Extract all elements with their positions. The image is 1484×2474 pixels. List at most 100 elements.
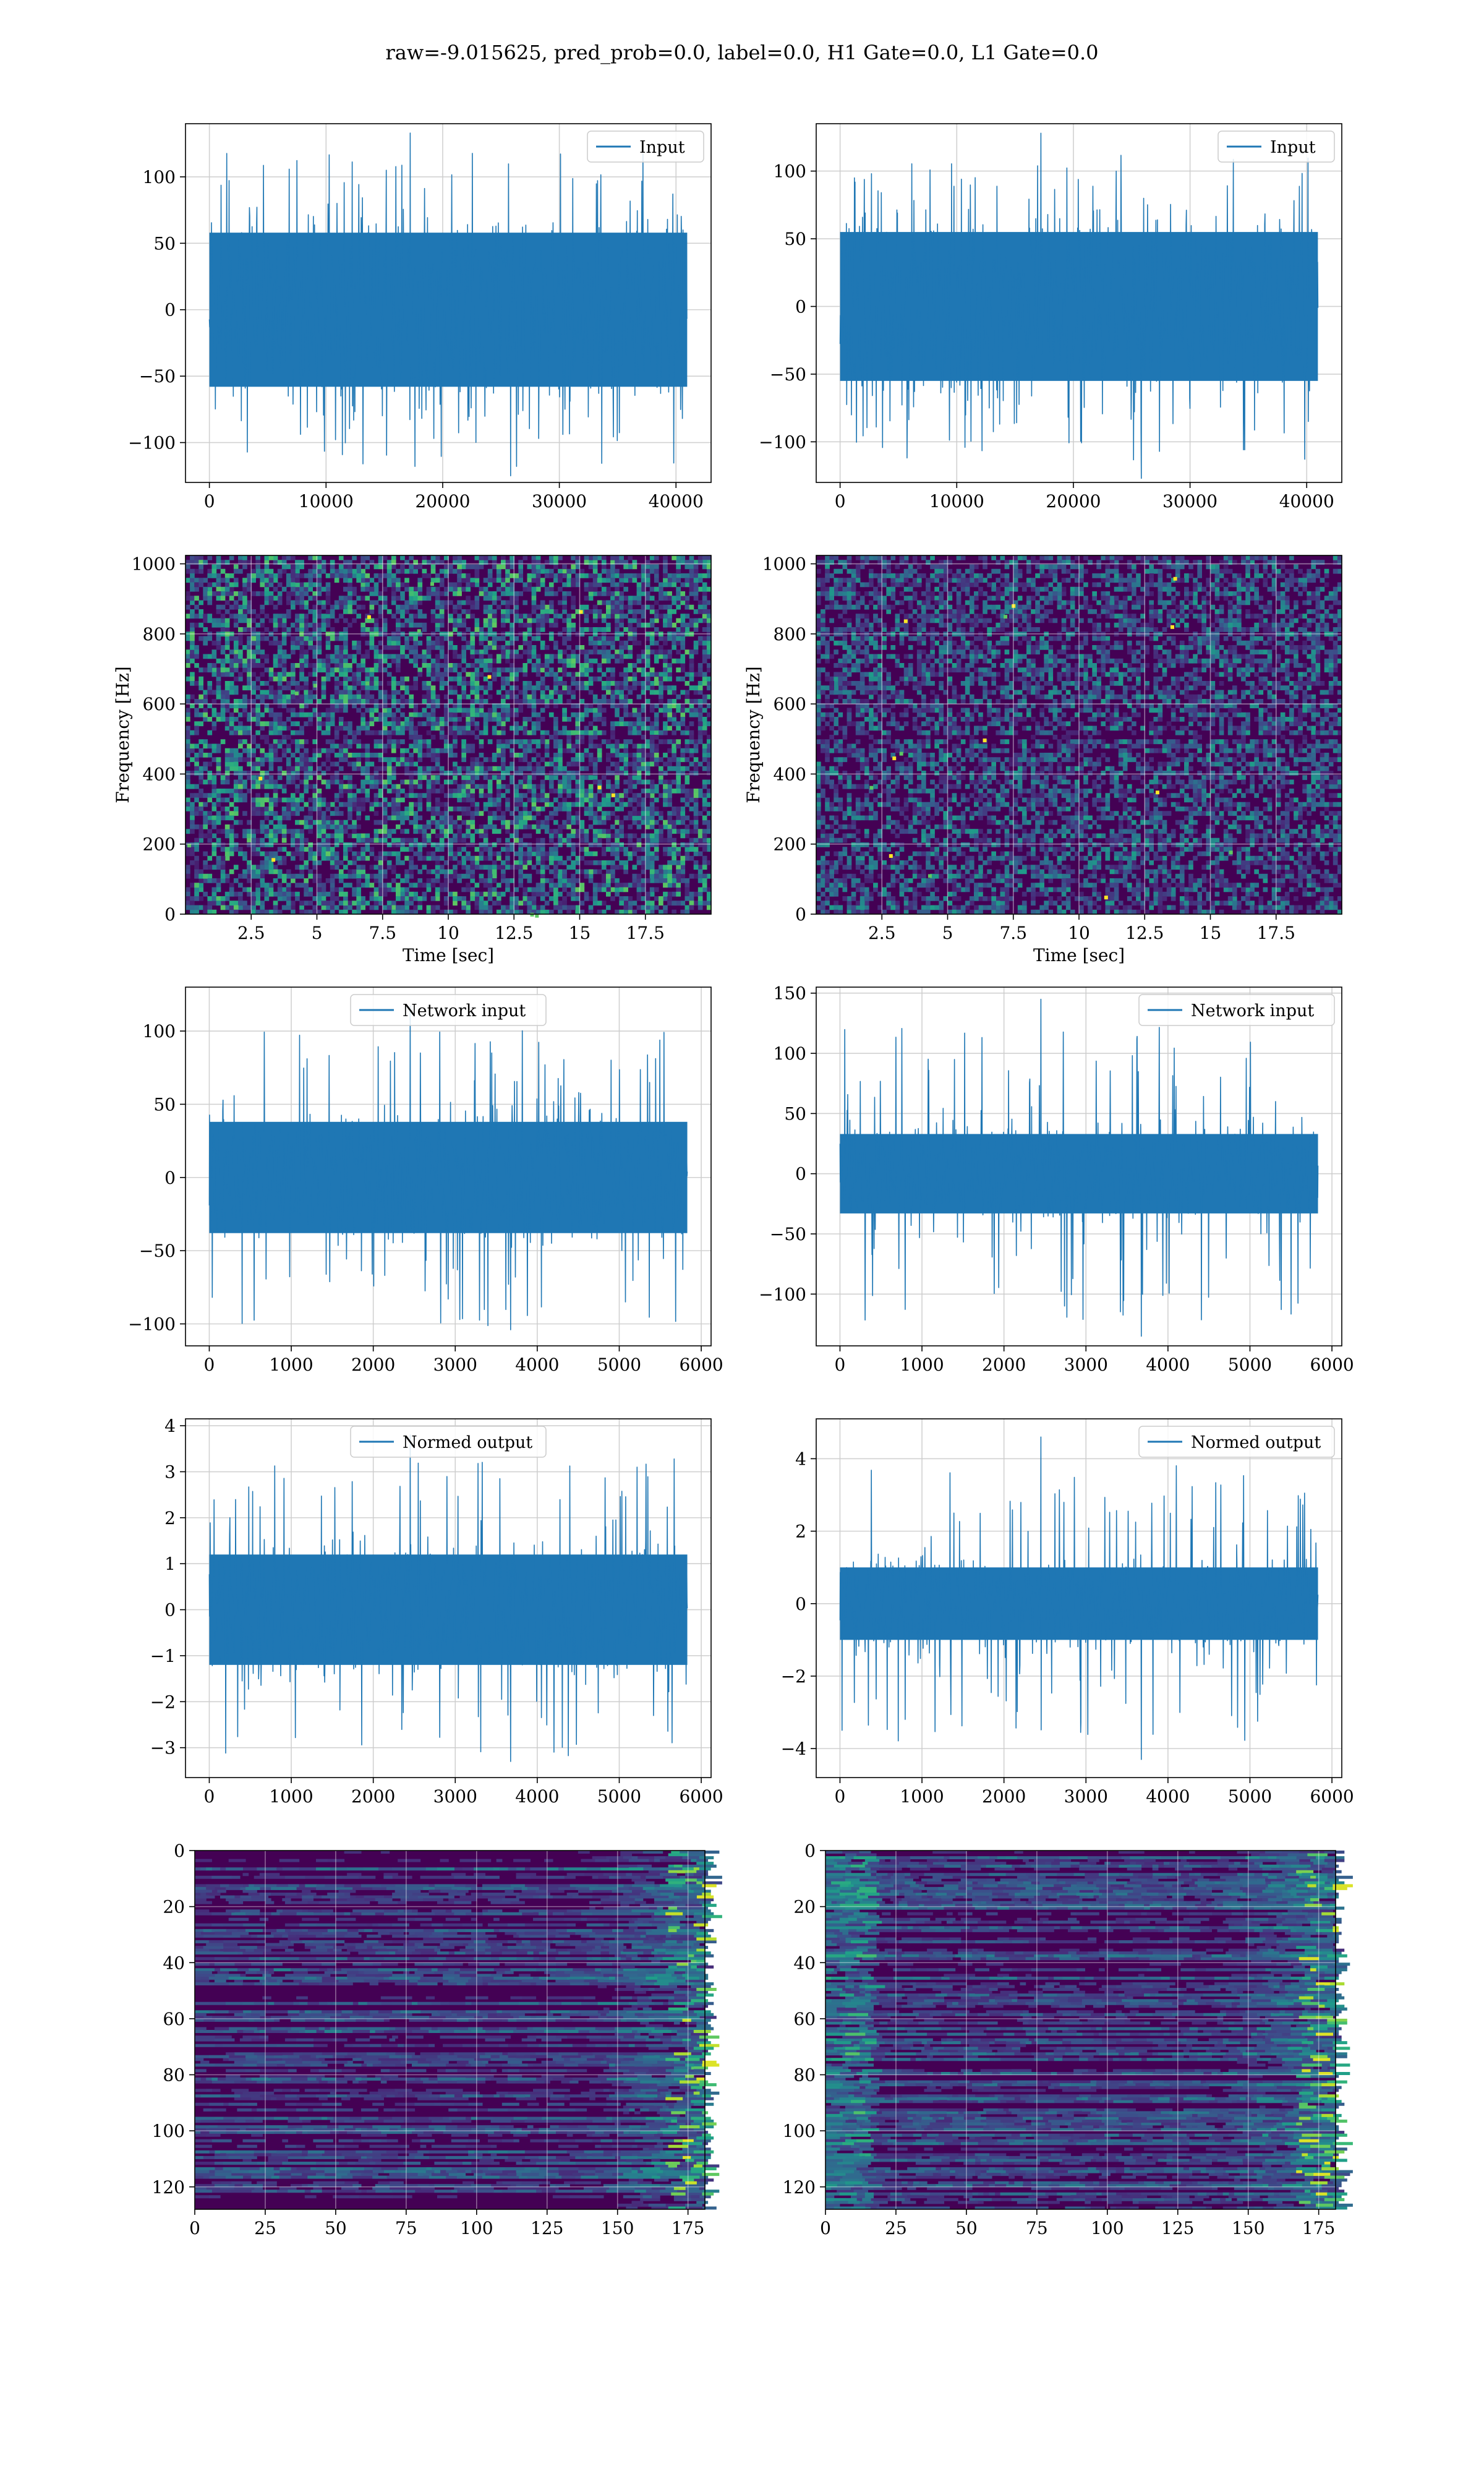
heatmap-cells [654, 1974, 672, 1977]
heatmap-cells [696, 1881, 702, 1885]
heatmap-cells [654, 1948, 677, 1955]
y-tick-label: −100 [759, 432, 806, 452]
heatmap-cells [1310, 2055, 1328, 2058]
x-axis-label: Time [sec] [1033, 945, 1125, 965]
heatmap-cells [1310, 2144, 1331, 2148]
y-tick-label: 1000 [132, 554, 176, 575]
heatmap-cells [1333, 1884, 1353, 1888]
heatmap-cells [404, 578, 409, 583]
heatmap-cells [1321, 2113, 1333, 2117]
heatmap-cells [673, 2001, 694, 2005]
heatmap-cells [286, 560, 506, 677]
heatmap-cells [665, 2097, 683, 2100]
x-tick-label: 4000 [515, 1786, 559, 1807]
heatmap-cells [693, 2091, 700, 2095]
y-tick-label: 100 [143, 167, 176, 187]
heatmap-cells [660, 1867, 711, 1888]
heatmap-cells [693, 1951, 711, 1955]
heatmap-cells [1307, 1884, 1316, 1888]
heatmap-cells [702, 2052, 711, 2056]
heatmap-cells [651, 2162, 666, 2165]
heatmap-cells [851, 2100, 866, 2104]
heatmap-cells [228, 2184, 235, 2188]
heatmap-cells [665, 2058, 680, 2061]
heatmap-hotspot [611, 793, 615, 797]
y-tick-label: −50 [770, 1224, 806, 1244]
legend-box [350, 1426, 547, 1458]
legend-box [1217, 131, 1335, 163]
heatmap-cells [668, 1870, 686, 1873]
heatmap-cells [680, 2080, 700, 2084]
heatmap-cells [1302, 2133, 1322, 2137]
legend-label: Network input [403, 1001, 526, 1021]
heatmap-cells [685, 2058, 700, 2061]
series-line [208, 132, 688, 477]
x-tick-label: 15 [569, 923, 591, 943]
x-tick-label: 2000 [982, 1355, 1026, 1375]
heatmap-cells [281, 721, 287, 727]
legend: Network input [350, 994, 547, 1026]
heatmap-hotspot [597, 785, 602, 790]
x-tick-label: 50 [955, 2218, 978, 2238]
x-tick-label: 2000 [982, 1786, 1026, 1807]
y-tick-label: 50 [153, 233, 176, 254]
x-tick-label: 1000 [269, 1786, 313, 1807]
heatmap-cells [1302, 2001, 1320, 2005]
heatmap-cells [691, 1959, 697, 1963]
y-tick-label: 600 [143, 694, 176, 714]
heatmap-cells [1310, 2083, 1322, 2087]
legend: Normed output [350, 1426, 547, 1458]
heatmap-cells [654, 1982, 669, 1985]
y-tick-label: 4 [164, 1416, 176, 1436]
chart-network-input-right: 0 1000 2000 3000 4000 5000 6000 −100 −50 0 50 100 15… [759, 983, 1354, 1375]
heatmap-cells [657, 1979, 675, 1983]
y-tick-label: −50 [139, 1241, 176, 1261]
heatmap-cells [1318, 2024, 1339, 2027]
x-tick-label: 20000 [1046, 491, 1101, 511]
legend-label: Normed output [403, 1433, 532, 1452]
heatmap-cells [691, 2117, 711, 2120]
heatmap-hotspot [313, 683, 317, 688]
x-tick-label: 7.5 [369, 923, 396, 943]
x-tick-label: 175 [1302, 2218, 1335, 2238]
heatmap-hotspot [367, 615, 371, 619]
heatmap-cells [693, 2047, 714, 2050]
x-tick-label: 3000 [433, 1786, 477, 1807]
y-tick-label: 600 [774, 694, 806, 714]
heatmap-cells [859, 1851, 1342, 2210]
y-tick-label: 0 [164, 1168, 176, 1188]
heatmap-cells [1302, 2153, 1308, 2157]
x-tick-label: 5000 [597, 1355, 641, 1375]
heatmap-cells [195, 1957, 672, 2193]
heatmap-cells [691, 1965, 697, 1969]
x-tick-label: 4000 [1146, 1355, 1190, 1375]
heatmap-hotspot [1155, 790, 1159, 795]
heatmap-cells [1333, 1886, 1347, 1890]
x-tick-label: 6000 [1310, 1786, 1354, 1807]
axes-frame [825, 1850, 1336, 2210]
y-tick-label: 0 [795, 1594, 806, 1614]
legend: Input [1217, 131, 1335, 163]
axes-frame [816, 987, 1342, 1346]
heatmap-cells [693, 1923, 709, 1927]
x-tick-label: 2.5 [868, 923, 896, 943]
x-tick-label: 125 [531, 2218, 563, 2238]
y-tick-label: 100 [152, 2121, 185, 2141]
y-tick-label: 40 [793, 1953, 816, 1973]
axes-frame [194, 1850, 706, 2210]
heatmap-cells [203, 586, 676, 915]
x-tick-label: 100 [1091, 2218, 1124, 2238]
heatmap-cells [211, 1859, 697, 2188]
y-tick-label: −2 [150, 1692, 176, 1712]
heatmap-cells [527, 860, 532, 865]
y-tick-label: 150 [774, 983, 806, 1004]
heatmap-cells [682, 2142, 702, 2146]
heatmap-cells [317, 663, 322, 668]
heatmap-cells [680, 2186, 686, 2190]
x-tick-label: 175 [672, 2218, 704, 2238]
heatmap-cells [615, 708, 620, 713]
heatmap-cells [682, 1867, 694, 1871]
x-tick-label: 150 [601, 2218, 634, 2238]
heatmap-hotspot [487, 675, 492, 679]
heatmap-cells [879, 1864, 1282, 2204]
